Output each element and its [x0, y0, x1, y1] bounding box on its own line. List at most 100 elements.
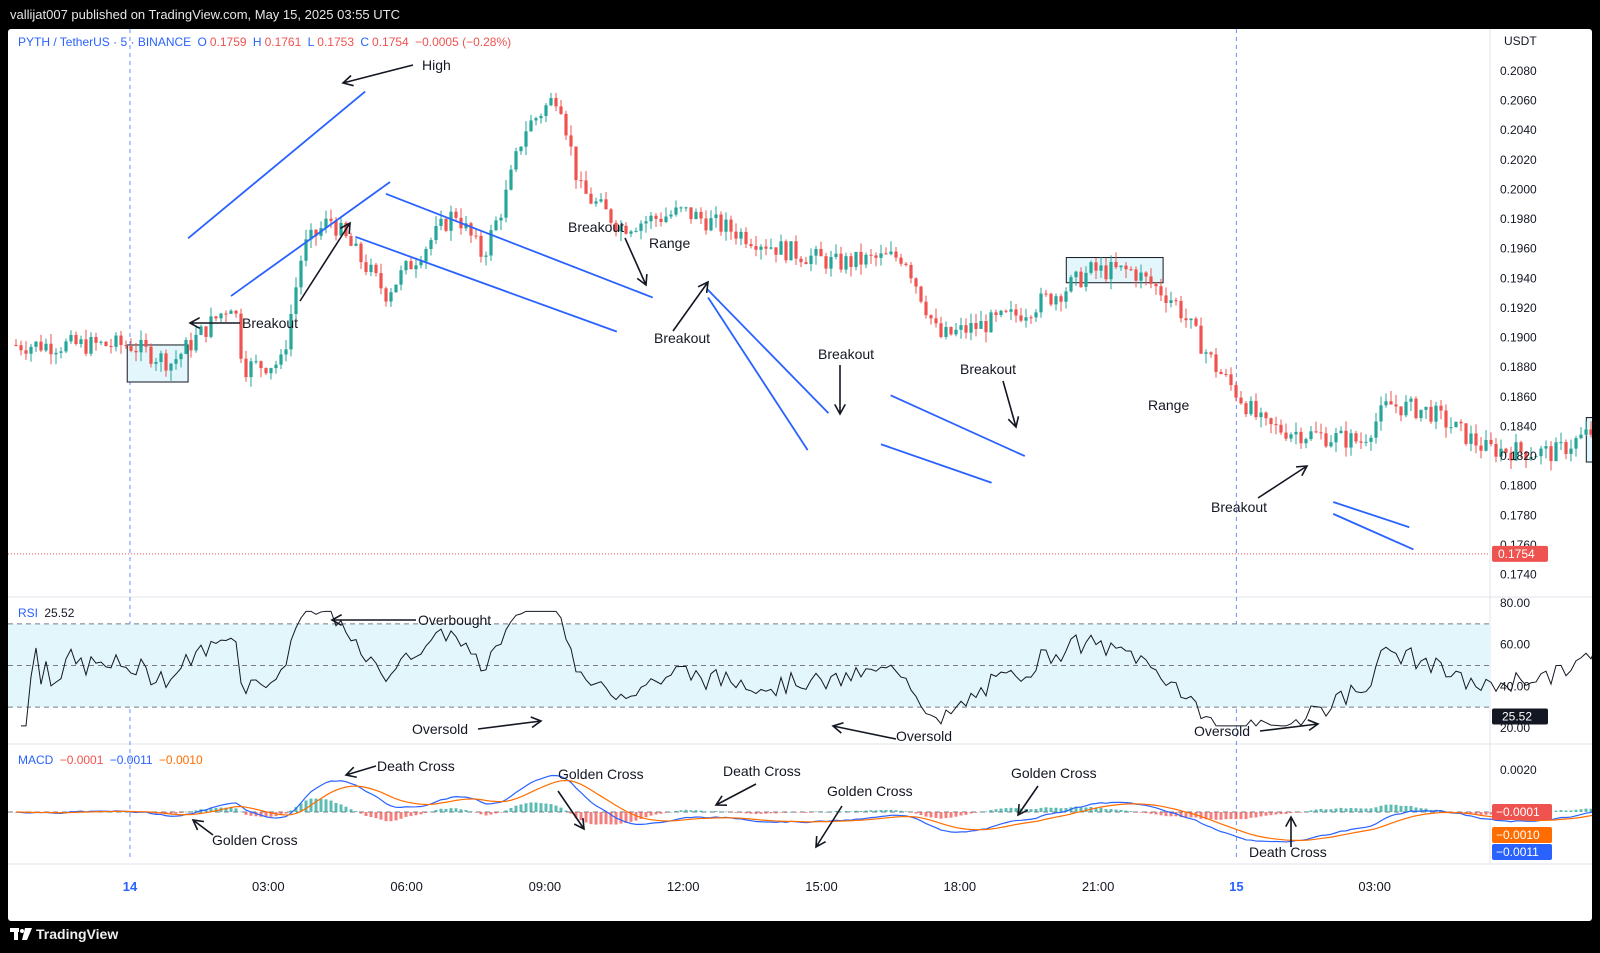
candle-body — [1159, 286, 1163, 296]
macd-histogram-bar — [1159, 812, 1163, 816]
candle-body — [104, 341, 108, 346]
macd-histogram-bar — [584, 812, 588, 823]
candle-body — [1224, 373, 1228, 375]
candle-body — [619, 225, 623, 232]
candle-body — [474, 235, 478, 237]
macd-histogram-bar — [694, 810, 698, 812]
candle-body — [1039, 293, 1043, 313]
macd-histogram-bar — [1484, 812, 1488, 815]
annotation-death-cross: Death Cross — [377, 758, 455, 774]
candle-body — [1209, 352, 1213, 355]
macd-histogram-bar — [629, 812, 633, 822]
macd-histogram-bar — [934, 812, 938, 818]
candle-body — [949, 327, 953, 335]
candle-body — [69, 334, 73, 342]
price-tick-label: 0.1940 — [1500, 271, 1537, 285]
annotation-breakout: Breakout — [568, 219, 624, 235]
macd-histogram-bar — [1009, 807, 1013, 812]
candle-body — [1024, 317, 1028, 321]
macd-histogram-bar — [459, 809, 463, 812]
macd-histogram-bar — [1259, 812, 1263, 817]
candle-body — [824, 256, 828, 269]
macd-histogram-bar — [1359, 808, 1363, 812]
macd-histogram-bar — [564, 810, 568, 812]
candle-body — [244, 358, 248, 378]
candle-body — [224, 313, 228, 315]
macd-histogram-bar — [769, 812, 773, 814]
macd-layer — [8, 774, 1592, 843]
annotation-arrow — [1017, 785, 1039, 817]
candle-body — [429, 240, 433, 250]
candle-body — [919, 286, 923, 302]
candle-body — [554, 98, 558, 107]
candle-body — [479, 235, 483, 257]
macd-histogram-bar — [1469, 812, 1473, 815]
candle-body — [219, 313, 223, 319]
macd-histogram-bar — [1054, 807, 1058, 812]
candle-body — [1054, 296, 1058, 305]
macd-histogram-bar — [774, 812, 778, 814]
chart-card[interactable]: High Breakout Breakout Range Breakout Breakou… — [8, 29, 1592, 921]
candle-body — [659, 218, 663, 222]
candle-body — [1454, 421, 1458, 428]
macd-histogram-bar — [1244, 812, 1248, 820]
candle-body — [1069, 277, 1073, 292]
macd-histogram-bar — [419, 812, 423, 815]
macd-signal-line — [15, 779, 1592, 841]
candle-body — [1139, 272, 1143, 281]
candle-body — [669, 214, 673, 217]
annotation-breakout: Breakout — [654, 330, 710, 346]
macd-histogram-bar — [1149, 812, 1153, 814]
macd-histogram-bar — [684, 809, 688, 812]
candle-body — [1564, 442, 1568, 454]
macd-histogram-bar — [859, 810, 863, 812]
candle-body — [774, 247, 778, 255]
candle-body — [1444, 410, 1448, 428]
macd-histogram-bar — [944, 812, 948, 819]
candle-body — [1404, 401, 1408, 416]
trend-channel-line — [890, 394, 1026, 457]
candle-body — [1304, 439, 1308, 444]
price-tick-label: 0.2080 — [1500, 64, 1537, 78]
chart-canvas[interactable]: High Breakout Breakout Range Breakout Breakou… — [8, 29, 1592, 921]
macd-histogram-bar — [329, 800, 333, 812]
macd-histogram-bar — [1204, 812, 1208, 820]
time-axis-label: 03:00 — [252, 879, 285, 894]
macd-histogram-bar — [1554, 810, 1558, 812]
macd-histogram-bar — [689, 810, 693, 812]
macd-histogram-bar — [819, 811, 823, 812]
macd-histogram-bar — [1184, 812, 1188, 818]
macd-histogram-bar — [864, 810, 868, 812]
candle-body — [889, 251, 893, 255]
candle-body — [594, 201, 598, 204]
macd-histogram-bar — [1169, 812, 1173, 817]
candle-body — [154, 362, 158, 364]
candle-body — [314, 229, 318, 236]
candle-body — [1469, 433, 1473, 444]
price-tick-label: 0.1740 — [1500, 568, 1537, 582]
candle-body — [339, 222, 343, 236]
macd-signal-badge — [1492, 827, 1552, 843]
candle-body — [674, 207, 678, 215]
macd-histogram-bar — [939, 812, 943, 819]
candle-body — [559, 106, 563, 114]
macd-signal-value: −0.0010 — [158, 753, 203, 767]
macd-histogram-bar — [269, 812, 273, 817]
annotation-oversold: Oversold — [412, 721, 468, 737]
macd-histogram-bar — [529, 802, 533, 812]
macd-histogram-bar — [314, 798, 318, 812]
annotation-death-cross: Death Cross — [723, 763, 801, 779]
candle-body — [794, 241, 798, 259]
candle-body — [1234, 385, 1238, 398]
candle-body — [254, 361, 258, 363]
macd-histogram-bar — [109, 811, 113, 813]
candle-body — [1559, 442, 1563, 444]
macd-histogram-bar — [304, 800, 308, 812]
candle-body — [1494, 444, 1498, 457]
candle-body — [1284, 432, 1288, 439]
candle-body — [189, 340, 193, 351]
candle-body — [369, 264, 373, 273]
macd-histogram-bar — [209, 808, 213, 812]
candle-body — [769, 247, 773, 249]
candle-body — [839, 253, 843, 270]
